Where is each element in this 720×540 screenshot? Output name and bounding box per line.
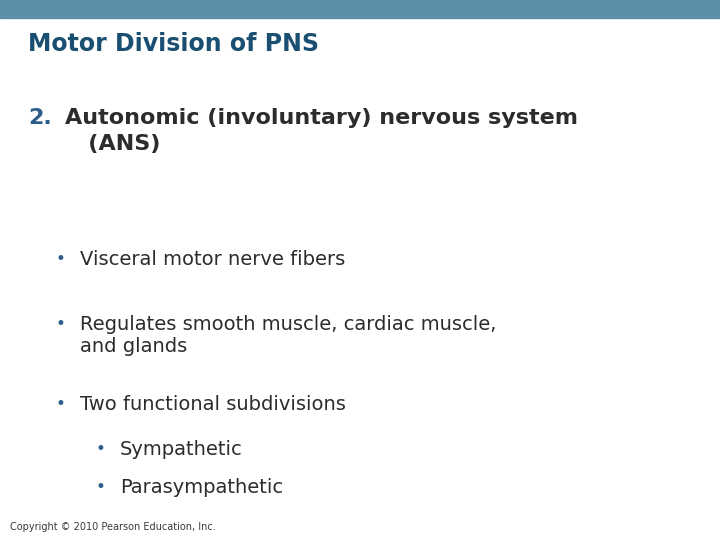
Text: Copyright © 2010 Pearson Education, Inc.: Copyright © 2010 Pearson Education, Inc. [10,522,216,532]
Text: Parasympathetic: Parasympathetic [120,478,283,497]
Text: Two functional subdivisions: Two functional subdivisions [80,395,346,414]
Text: •: • [95,440,105,458]
Text: •: • [55,395,65,413]
Text: •: • [95,478,105,496]
Text: •: • [55,250,65,268]
Bar [0,0,720,18]
Text: Visceral motor nerve fibers: Visceral motor nerve fibers [80,250,346,269]
Text: (ANS): (ANS) [65,134,161,154]
Text: 2.: 2. [28,108,52,128]
Text: Autonomic (involuntary) nervous system: Autonomic (involuntary) nervous system [65,108,578,128]
Text: Sympathetic: Sympathetic [120,440,243,459]
Text: •: • [55,315,65,333]
Text: Motor Division of PNS: Motor Division of PNS [28,32,319,56]
Text: Regulates smooth muscle, cardiac muscle,
and glands: Regulates smooth muscle, cardiac muscle,… [80,315,496,356]
